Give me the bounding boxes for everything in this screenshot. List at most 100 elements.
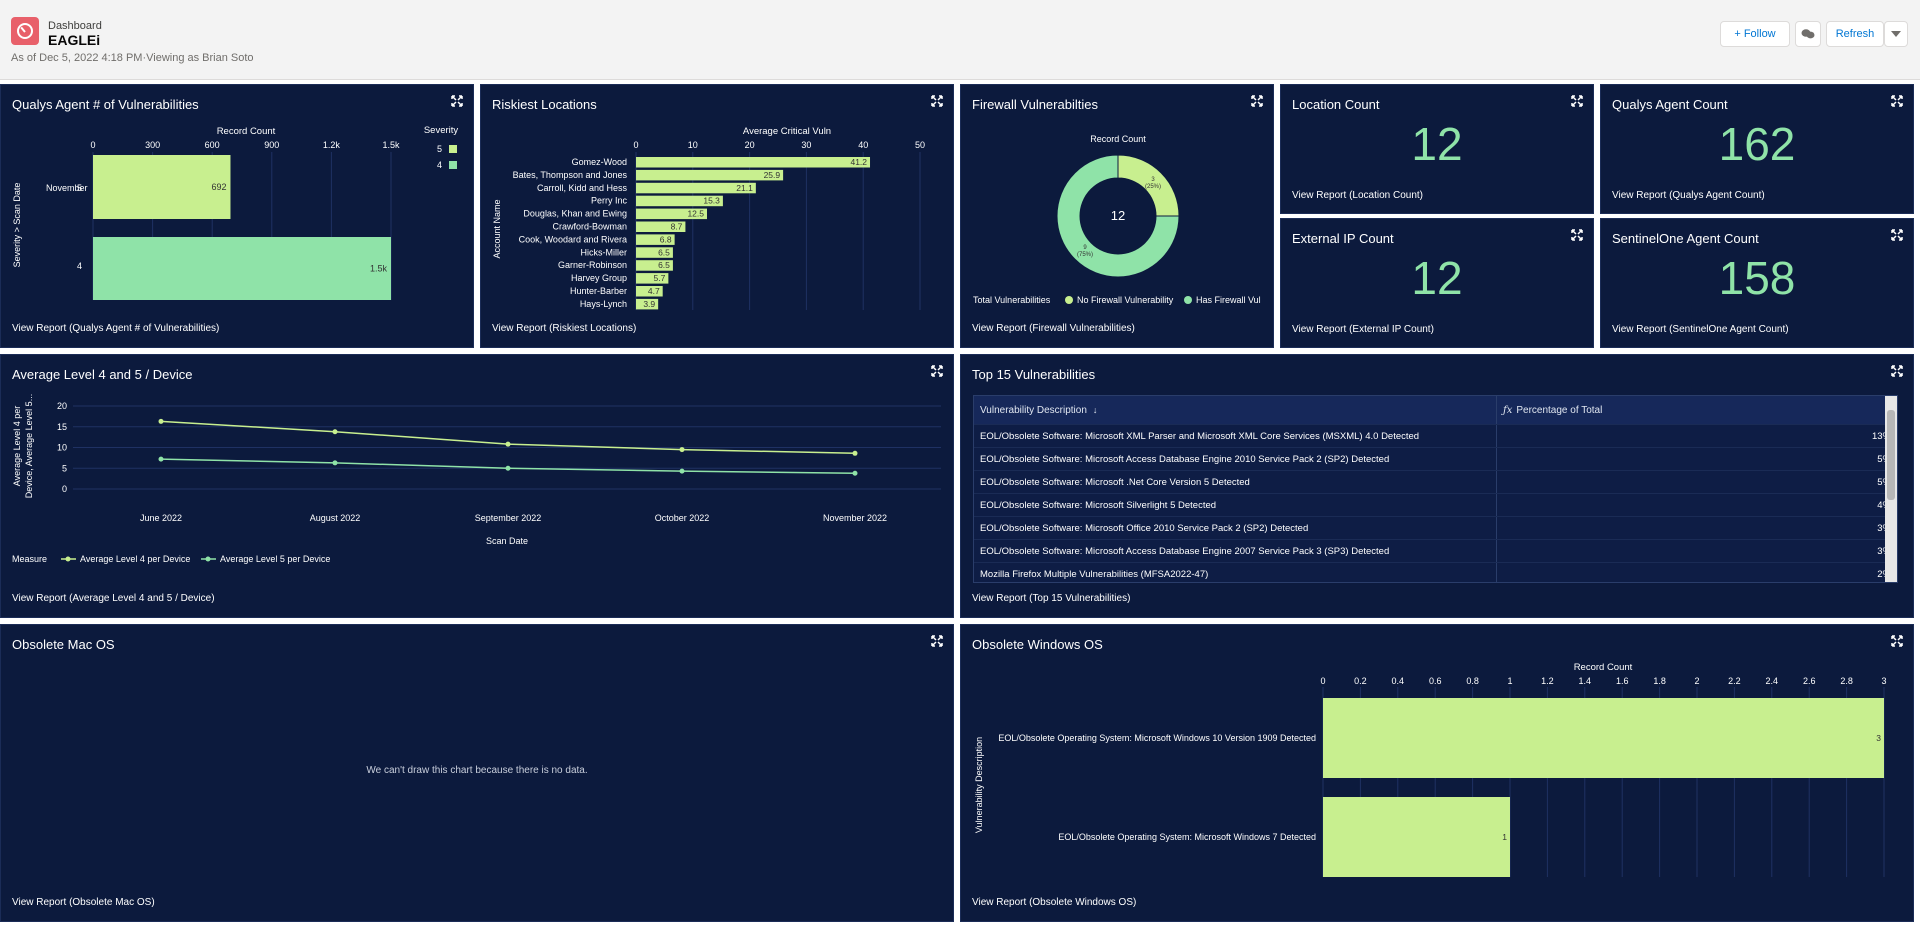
x-axis-title: Record Count bbox=[1574, 662, 1633, 673]
y-tick-label: 10 bbox=[57, 443, 67, 453]
table-row[interactable]: EOL/Obsolete Software: Microsoft .Net Co… bbox=[974, 470, 1897, 493]
tile-title: Riskiest Locations bbox=[492, 97, 597, 112]
x-tick-label: 0 bbox=[633, 140, 638, 150]
view-report-link[interactable]: View Report (Firewall Vulnerabilities) bbox=[972, 323, 1135, 334]
x-tick-label: 1.5k bbox=[382, 140, 400, 150]
x-tick-label: 0.8 bbox=[1466, 676, 1479, 686]
bar[interactable] bbox=[636, 195, 723, 207]
expand-icon[interactable] bbox=[931, 95, 943, 107]
tile-title: Qualys Agent # of Vulnerabilities bbox=[12, 97, 199, 112]
legend-swatch-4 bbox=[449, 161, 457, 169]
expand-icon[interactable] bbox=[1571, 95, 1583, 107]
view-report-link[interactable]: View Report (Qualys Agent Count) bbox=[1612, 190, 1765, 201]
tile-title: External IP Count bbox=[1292, 231, 1394, 246]
bar[interactable] bbox=[93, 237, 391, 300]
bar[interactable] bbox=[636, 298, 659, 310]
expand-icon[interactable] bbox=[1891, 635, 1903, 647]
data-point[interactable] bbox=[852, 470, 858, 476]
legend-label-no-firewall: No Firewall Vulnerability bbox=[1077, 295, 1174, 305]
bar[interactable] bbox=[636, 182, 756, 194]
tile-riskiest-locations: Riskiest Locations Average Critical Vuln… bbox=[480, 84, 954, 348]
expand-icon[interactable] bbox=[931, 635, 943, 647]
bar[interactable] bbox=[636, 157, 871, 168]
tile-title: Qualys Agent Count bbox=[1612, 97, 1728, 112]
bar[interactable] bbox=[636, 273, 669, 284]
dashboard-icon bbox=[11, 17, 39, 45]
donut-slice[interactable] bbox=[1056, 154, 1180, 278]
bar[interactable] bbox=[636, 247, 673, 258]
bar[interactable] bbox=[636, 286, 663, 297]
view-report-link[interactable]: View Report (SentinelOne Agent Count) bbox=[1612, 324, 1789, 335]
follow-button[interactable]: + Follow bbox=[1720, 21, 1790, 47]
collaborate-button[interactable] bbox=[1795, 21, 1821, 47]
data-point[interactable] bbox=[505, 441, 511, 447]
data-point[interactable] bbox=[158, 456, 164, 462]
y-axis-title: Vulnerability Description bbox=[974, 737, 984, 833]
y-category-label: Crawford-Bowman bbox=[552, 222, 627, 232]
scrollbar-thumb[interactable] bbox=[1887, 410, 1895, 500]
bar[interactable] bbox=[636, 260, 673, 271]
table-row[interactable]: EOL/Obsolete Software: Microsoft Access … bbox=[974, 447, 1897, 470]
bar[interactable] bbox=[1323, 797, 1510, 877]
column-header-description[interactable]: Vulnerability Description ↓ bbox=[974, 396, 1497, 424]
expand-icon[interactable] bbox=[1891, 95, 1903, 107]
data-point[interactable] bbox=[679, 447, 685, 453]
data-point[interactable] bbox=[852, 450, 858, 456]
view-report-link[interactable]: View Report (External IP Count) bbox=[1292, 324, 1434, 335]
y-category-5: 5 bbox=[77, 183, 82, 193]
view-report-link[interactable]: View Report (Obsolete Windows OS) bbox=[972, 897, 1137, 908]
table-row[interactable]: EOL/Obsolete Software: Microsoft Access … bbox=[974, 539, 1897, 562]
data-point[interactable] bbox=[332, 460, 338, 466]
expand-icon[interactable] bbox=[1251, 95, 1263, 107]
view-report-link[interactable]: View Report (Qualys Agent # of Vulnerabi… bbox=[12, 323, 220, 334]
view-report-link[interactable]: View Report (Top 15 Vulnerabilities) bbox=[972, 593, 1131, 604]
bar[interactable] bbox=[636, 234, 675, 245]
y-category-label: Perry Inc bbox=[591, 196, 628, 206]
table-row[interactable]: EOL/Obsolete Software: Microsoft XML Par… bbox=[974, 424, 1897, 447]
table-row[interactable]: EOL/Obsolete Software: Microsoft Silverl… bbox=[974, 493, 1897, 516]
data-point[interactable] bbox=[158, 418, 164, 424]
y-category-label: Garner-Robinson bbox=[558, 260, 627, 270]
data-point[interactable] bbox=[505, 465, 511, 471]
column-header-label: Percentage of Total bbox=[1516, 404, 1603, 416]
metric-value: 162 bbox=[1718, 118, 1796, 170]
y-tick-label: 20 bbox=[57, 401, 67, 411]
table-row[interactable]: Mozilla Firefox Multiple Vulnerabilities… bbox=[974, 562, 1897, 582]
view-report-link[interactable]: View Report (Riskiest Locations) bbox=[492, 323, 637, 334]
data-point[interactable] bbox=[679, 468, 685, 474]
bar-value-label: 21.1 bbox=[736, 183, 753, 193]
expand-icon[interactable] bbox=[451, 95, 463, 107]
bar[interactable] bbox=[636, 221, 686, 233]
view-report-link[interactable]: View Report (Location Count) bbox=[1292, 190, 1423, 201]
expand-icon[interactable] bbox=[931, 365, 943, 377]
y-category-label: Harvey Group bbox=[571, 273, 627, 283]
no-data-message: We can't draw this chart because there i… bbox=[366, 765, 588, 776]
expand-icon[interactable] bbox=[1891, 365, 1903, 377]
expand-icon[interactable] bbox=[1891, 229, 1903, 241]
tile-firewall-vulnerabilities: Firewall Vulnerabilties Record Count 12 … bbox=[960, 84, 1274, 348]
expand-icon[interactable] bbox=[1571, 229, 1583, 241]
view-report-link[interactable]: View Report (Average Level 4 and 5 / Dev… bbox=[12, 593, 215, 604]
bar-value-label: 6.8 bbox=[660, 234, 672, 244]
table-header: Vulnerability Description ↓ ƒx Percentag… bbox=[974, 396, 1897, 424]
bar[interactable] bbox=[636, 208, 707, 220]
column-header-label: Vulnerability Description bbox=[980, 404, 1087, 416]
view-report-link[interactable]: View Report (Obsolete Mac OS) bbox=[12, 897, 155, 908]
table-row[interactable]: EOL/Obsolete Software: Microsoft Office … bbox=[974, 516, 1897, 539]
bar[interactable] bbox=[1323, 698, 1884, 778]
bar-value-label: 12.5 bbox=[687, 209, 704, 219]
refresh-button[interactable]: Refresh bbox=[1826, 21, 1884, 47]
legend-label-4: 4 bbox=[437, 160, 442, 170]
data-point[interactable] bbox=[332, 429, 338, 435]
tile-title: Average Level 4 and 5 / Device bbox=[12, 367, 193, 382]
chevron-down-icon bbox=[1891, 31, 1901, 37]
legend-label-has-firewall: Has Firewall Vul bbox=[1196, 295, 1261, 305]
chart-title: Record Count bbox=[1090, 134, 1146, 144]
x-tick-label: 1.8 bbox=[1653, 676, 1666, 686]
y-category-label: Bates, Thompson and Jones bbox=[513, 170, 628, 180]
column-header-percentage[interactable]: ƒx Percentage of Total bbox=[1497, 396, 1897, 424]
more-actions-button[interactable] bbox=[1884, 21, 1908, 47]
bar[interactable] bbox=[93, 155, 231, 219]
table-scrollbar[interactable] bbox=[1885, 396, 1897, 582]
bar[interactable] bbox=[636, 169, 784, 181]
